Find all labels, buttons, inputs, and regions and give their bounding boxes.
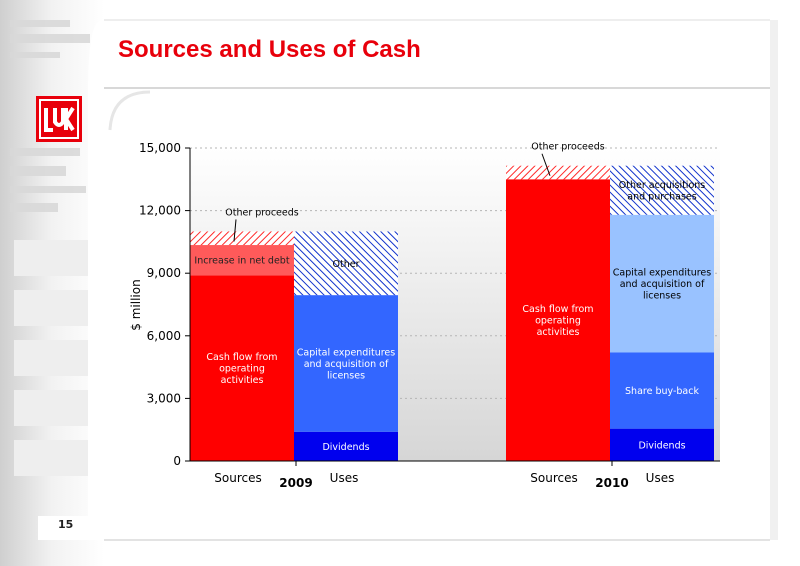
segment-label: Capital expenditures [613,268,711,279]
y-tick-label: 6,000 [147,329,181,343]
segment-label: licenses [643,291,681,302]
bar-segment [294,295,398,432]
x-category-label: Sources [214,471,261,485]
bar-segment [610,352,714,429]
y-tick-label: 12,000 [139,204,181,218]
segment-label: Share buy-back [625,386,699,397]
segment-label: Cash flow from [522,304,593,315]
bar-segment [610,165,714,215]
segment-label: and acquisition of [620,279,705,290]
x-category-label: Uses [646,471,675,485]
segment-label: activities [537,327,580,338]
bar-segment [610,428,714,461]
segment-label: Other [333,259,360,270]
y-tick-label: 3,000 [147,391,181,405]
segment-label: Increase in net debt [194,256,289,267]
bar-segment [190,245,294,276]
bar-segment [506,179,610,462]
x-category-label: Sources [530,471,577,485]
segment-label: Cash flow from [206,352,277,363]
y-tick-label: 0 [173,454,181,468]
segment-label: licenses [327,370,365,381]
callout-line [541,153,551,176]
segment-label: and purchases [627,192,697,203]
segment-label: activities [221,375,264,386]
x-category-label: Uses [330,471,359,485]
callout-line [233,219,237,242]
bar-segment [190,275,294,461]
axes: 0 3,000 6,000 9,000 12,000 15,000 Sources Uses 2… [139,141,720,490]
segment-label: Capital expenditures [297,347,395,358]
y-tick-label: 15,000 [139,141,181,155]
segment-label: Dividends [322,442,369,453]
segment-label: operating [219,364,265,375]
segment-label: Other proceeds [531,142,604,153]
bars: Cash flow fromoperatingactivitiesIncreas… [190,142,714,462]
bar-segment [294,431,398,461]
segment-label: operating [535,316,581,327]
x-group-label: 2009 [279,476,312,490]
page-title: Sources and Uses of Cash [118,36,421,63]
bar-segment [294,231,398,296]
y-axis-label: $ million [129,279,143,330]
segment-label: Other acquisitions [619,180,706,191]
lukoil-logo-icon [36,96,82,142]
segment-label: Dividends [638,440,685,451]
x-group-label: 2010 [595,476,628,490]
bar-segment [190,231,294,246]
segment-label: and acquisition of [304,359,389,370]
bar-segment [610,214,714,353]
bar-segment [506,165,610,180]
page-number: 15 [58,518,74,531]
y-tick-label: 9,000 [147,266,181,280]
segment-label: Other proceeds [225,207,298,218]
